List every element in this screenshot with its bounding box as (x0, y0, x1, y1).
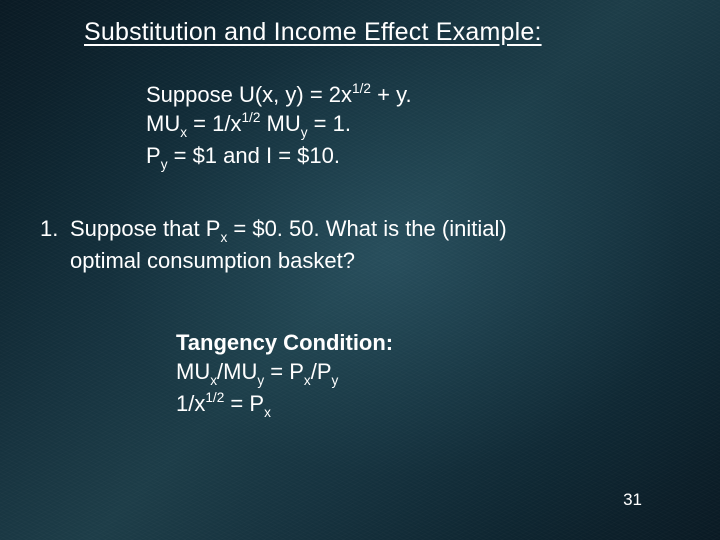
text: MU (176, 359, 210, 384)
question-text: Suppose that Px = $0. 50. What is the (i… (70, 214, 507, 275)
text: Suppose U(x, y) = 2x (146, 82, 352, 107)
subscript: x (220, 230, 227, 245)
tangency-heading: Tangency Condition: (176, 328, 393, 357)
text: Suppose that P (70, 216, 220, 241)
given-block: Suppose U(x, y) = 2x1/2 + y. MUx = 1/x1/… (146, 80, 412, 174)
subscript: x (304, 373, 311, 388)
question-number: 1. (40, 214, 70, 275)
text: MU (260, 111, 300, 136)
subscript: y (332, 373, 339, 388)
text: = 1. (308, 111, 351, 136)
text: /MU (217, 359, 257, 384)
tangency-line-2: 1/x1/2 = Px (176, 389, 393, 421)
page-number: 31 (623, 490, 642, 510)
text: P (146, 143, 161, 168)
given-line-3: Py = $1 and I = $10. (146, 141, 412, 173)
superscript: 1/2 (241, 110, 260, 125)
superscript: 1/2 (205, 390, 224, 405)
slide: Substitution and Income Effect Example: … (0, 0, 720, 540)
tangency-block: Tangency Condition: MUx/MUy = Px/Py 1/x1… (176, 328, 393, 422)
question-item: 1. Suppose that Px = $0. 50. What is the… (40, 214, 507, 275)
subscript: x (210, 373, 217, 388)
text: MU (146, 111, 180, 136)
text: = $1 and I = $10. (168, 143, 340, 168)
given-line-2: MUx = 1/x1/2 MUy = 1. (146, 109, 412, 141)
subscript: y (161, 157, 168, 172)
subscript: y (257, 373, 264, 388)
text: = 1/x (187, 111, 241, 136)
text: optimal consumption basket? (70, 248, 355, 273)
text: = P (264, 359, 304, 384)
question-block: 1. Suppose that Px = $0. 50. What is the… (40, 214, 507, 275)
text: 1/x (176, 391, 205, 416)
subscript: x (180, 125, 187, 140)
given-line-1: Suppose U(x, y) = 2x1/2 + y. (146, 80, 412, 109)
text: /P (311, 359, 332, 384)
superscript: 1/2 (352, 81, 371, 96)
text: + y. (371, 82, 412, 107)
text: = P (224, 391, 264, 416)
subscript: x (264, 405, 271, 420)
slide-title: Substitution and Income Effect Example: (84, 18, 542, 47)
text: = $0. 50. What is the (initial) (227, 216, 506, 241)
subscript: y (301, 125, 308, 140)
tangency-line-1: MUx/MUy = Px/Py (176, 357, 393, 389)
